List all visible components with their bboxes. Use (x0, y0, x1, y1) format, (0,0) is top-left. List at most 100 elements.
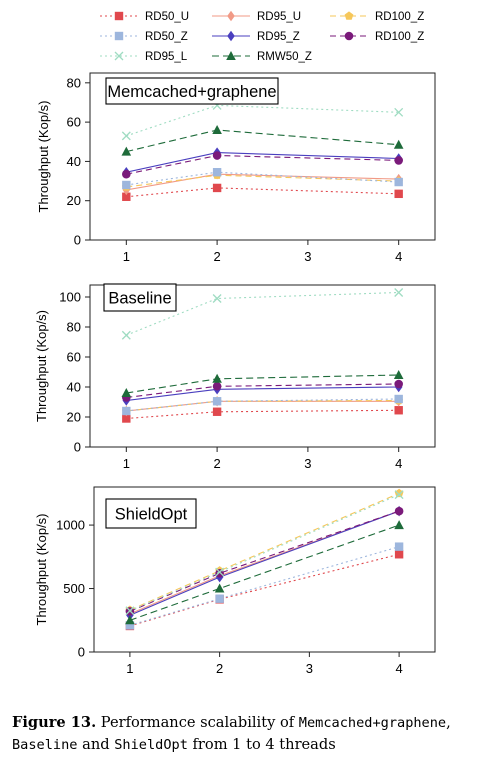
y-tick-label: 60 (67, 350, 81, 365)
legend-label: RD50_U (145, 11, 189, 23)
legend-entry: RMW50_Z (212, 51, 312, 63)
y-axis-label: Throughput (Kop/s) (34, 513, 49, 625)
legend-entry: RD100_Z (330, 31, 424, 43)
data-point (122, 169, 131, 179)
caption-figure-label: Figure 13. (12, 714, 97, 731)
series-rd100-z-b (122, 379, 403, 402)
y-tick-label: 0 (74, 233, 81, 248)
series-line (129, 492, 400, 611)
data-point (394, 490, 404, 500)
data-point (121, 330, 131, 340)
y-tick-label: 100 (59, 290, 81, 305)
series-rd95-z (122, 381, 403, 406)
figure: RD50_U RD95_U RD100_Z RD50_Z RD95_Z RD100_Z RD… (34, 10, 436, 676)
legend-label: RMW50_Z (257, 51, 312, 63)
legend-label: RD50_Z (145, 31, 188, 43)
legend-label: RD100_Z (375, 11, 424, 23)
y-tick-label: 0 (78, 645, 85, 660)
data-point (125, 621, 135, 630)
panel-title: ShieldOpt (115, 506, 188, 524)
data-point (215, 567, 225, 577)
x-tick-label: 1 (126, 661, 133, 676)
series-line (126, 386, 399, 402)
y-tick-label: 20 (67, 193, 81, 208)
y-axis-label: Throughput (Kop/s) (34, 310, 49, 422)
legend-marker (344, 11, 354, 20)
caption-text-2: , (446, 714, 451, 731)
series-rd95-u (122, 396, 403, 417)
data-point (121, 146, 132, 156)
data-point (125, 606, 135, 616)
series-rmw50-z (121, 124, 404, 156)
series-line (126, 129, 399, 153)
data-point (125, 615, 135, 625)
series-rd95-z (122, 147, 403, 178)
x-tick-label: 1 (123, 456, 130, 471)
x-tick-label: 4 (395, 249, 402, 264)
legend-entry: RD95_Z (212, 30, 300, 43)
series-rd50-u (122, 406, 403, 423)
data-point (212, 397, 222, 406)
plot-frame (93, 486, 436, 653)
legend-marker (227, 30, 235, 42)
y-tick-label: 40 (67, 154, 81, 169)
caption-mono-3: ShieldOpt (114, 737, 188, 753)
y-tick-label: 60 (67, 115, 81, 130)
data-point (394, 156, 403, 165)
data-point (393, 370, 404, 379)
legend-entry: RD95_L (100, 51, 188, 63)
y-tick-label: 20 (67, 410, 81, 425)
data-point (212, 407, 222, 416)
data-point (394, 506, 404, 516)
legend-marker (114, 11, 124, 21)
series-line (129, 524, 400, 621)
legend-marker (226, 51, 236, 60)
panel-title: Memcached+graphene (107, 83, 276, 101)
legend-marker (114, 51, 124, 61)
y-tick-label: 80 (67, 75, 81, 90)
series-rd95-l (121, 288, 404, 340)
data-point (394, 406, 403, 415)
legend-marker (344, 31, 354, 41)
data-point (394, 542, 404, 551)
data-point (394, 520, 404, 530)
series-rd50-u (125, 550, 404, 631)
data-point (215, 594, 224, 603)
data-point (394, 189, 403, 199)
data-point (122, 180, 131, 190)
series-line (129, 553, 400, 627)
series-line (126, 174, 399, 188)
data-point (394, 550, 404, 559)
chart-panel-1: 0 20 40 60 80 1 2 3 4 Throughput (Kop/s) Memcached… (36, 72, 436, 264)
legend: RD50_U RD95_U RD100_Z RD50_Z RD95_Z RD100_Z RD… (100, 10, 424, 63)
series-rd50-z (125, 542, 404, 630)
series-rd50-z (122, 394, 403, 416)
caption-mono-1: Memcached+graphene (298, 715, 447, 731)
data-point (394, 177, 403, 187)
data-point (212, 373, 222, 383)
data-point (394, 107, 404, 117)
panel-title: Baseline (108, 290, 171, 308)
chart-panel-2: 0 20 40 60 80 100 1 2 3 4 Throughput (Kop/s) Baseli… (34, 283, 436, 471)
data-point (212, 151, 222, 160)
data-point (122, 406, 131, 416)
series-line (129, 510, 400, 612)
data-point (214, 583, 225, 593)
data-point (394, 394, 403, 404)
series-line (126, 154, 399, 175)
data-point (212, 183, 222, 193)
legend-marker (114, 31, 124, 41)
panel-title-box (105, 77, 279, 105)
caption-text-1: Performance scalability of (96, 714, 299, 731)
data-point (121, 388, 132, 397)
panel-title-box (103, 283, 177, 312)
data-point (122, 192, 131, 201)
series-line (126, 399, 399, 412)
y-tick-label: 80 (67, 320, 81, 335)
y-tick-label: 500 (63, 581, 85, 596)
x-tick-label: 3 (306, 661, 313, 676)
x-tick-label: 3 (304, 456, 311, 471)
y-tick-label: 0 (74, 440, 81, 455)
data-point (394, 288, 404, 297)
series-rd95-u (122, 168, 403, 196)
